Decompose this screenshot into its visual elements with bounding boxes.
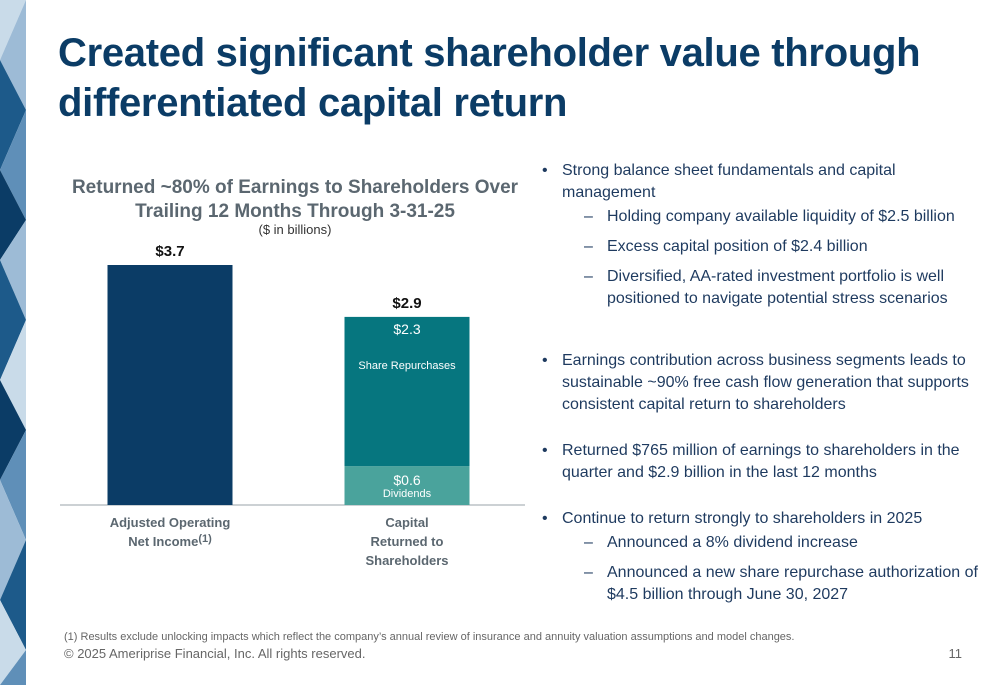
bullet-item: Strong balance sheet fundamentals and ca… <box>540 160 990 310</box>
bullet-text: Returned $765 million of earnings to sha… <box>562 442 960 481</box>
bullet-text: Earnings contribution across business se… <box>562 352 969 413</box>
bar-segment <box>107 265 233 505</box>
copyright-notice: © 2025 Ameriprise Financial, Inc. All ri… <box>64 646 366 661</box>
footnote: (1) Results exclude unlocking impacts wh… <box>64 631 795 643</box>
bullet-text: Strong balance sheet fundamentals and ca… <box>562 162 896 201</box>
chart-title: Returned ~80% of Earnings to Shareholder… <box>71 177 519 222</box>
sub-bullet-item: Holding company available liquidity of $… <box>562 206 990 228</box>
category-label: Shareholders <box>365 553 448 568</box>
bullet-text: Continue to return strongly to sharehold… <box>562 510 923 527</box>
bullet-item: Earnings contribution across business se… <box>540 350 990 416</box>
bar-total-label: $3.7 <box>155 243 184 260</box>
sub-bullet-item: Excess capital position of $2.4 billion <box>562 236 990 258</box>
segment-name-label: Dividends <box>383 488 432 500</box>
bar-segment <box>344 466 470 505</box>
capital-return-bar-chart: $3.7 Adjusted Operating Net Income(1) $0.6D… <box>60 243 525 568</box>
page-number: 11 <box>948 646 963 661</box>
sub-bullet-item: Announced a new share repurchase authori… <box>562 562 990 606</box>
category-footnote-marker: (1) <box>198 533 212 545</box>
category-label: Capital <box>385 515 428 530</box>
slide-title: Created significant shareholder value th… <box>58 31 921 125</box>
sub-bullet-item: Announced a 8% dividend increase <box>562 532 990 554</box>
category-label: Returned to <box>371 534 444 549</box>
category-label: Adjusted Operating <box>110 515 231 530</box>
segment-name-label: Share Repurchases <box>358 360 456 372</box>
category-label: Net Income(1) <box>128 533 212 549</box>
sub-bullet-item: Diversified, AA-rated investment portfol… <box>562 266 990 310</box>
chart-unit-label: ($ in billions) <box>258 222 332 237</box>
bullet-item: Returned $765 million of earnings to sha… <box>540 440 990 484</box>
decorative-border-pattern <box>0 0 26 685</box>
bullet-list: Strong balance sheet fundamentals and ca… <box>540 160 990 630</box>
bullet-item: Continue to return strongly to sharehold… <box>540 508 990 606</box>
segment-value-label: $2.3 <box>393 321 420 337</box>
segment-value-label: $0.6 <box>393 472 420 488</box>
bar-total-label: $2.9 <box>392 295 421 312</box>
bar-segment <box>344 316 470 467</box>
